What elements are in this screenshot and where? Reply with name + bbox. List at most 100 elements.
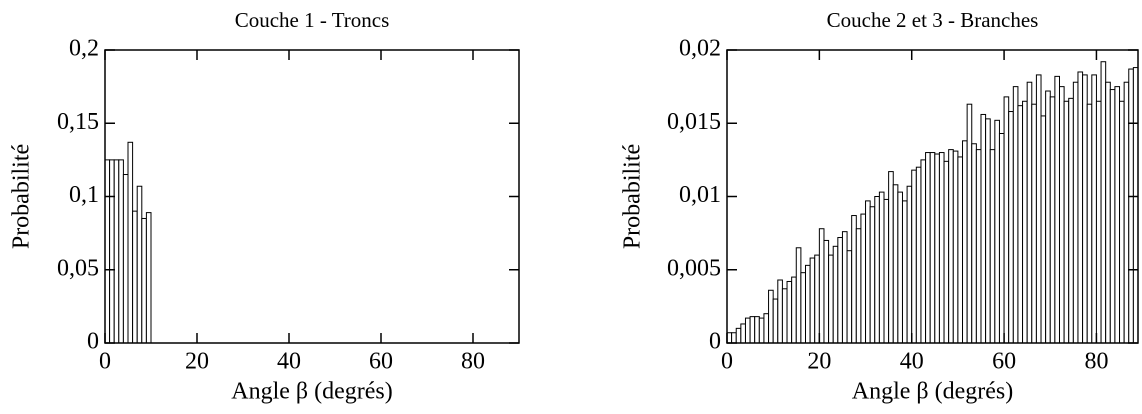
x-axis-label: Angle β (degrés)	[852, 379, 1013, 405]
bar	[998, 133, 1005, 344]
y-tick-label: 0,1	[69, 182, 99, 208]
bar	[966, 103, 973, 344]
x-tick-label: 60	[992, 349, 1016, 375]
bar	[1022, 100, 1028, 344]
bar	[906, 185, 913, 344]
y-tick-label: 0,2	[69, 36, 99, 62]
bar	[1095, 100, 1102, 344]
bar	[1119, 100, 1125, 344]
bar	[975, 149, 982, 344]
x-tick-label: 20	[807, 349, 831, 375]
bar	[837, 237, 843, 344]
bar	[892, 184, 899, 344]
bar	[846, 250, 853, 344]
x-tick-label: 80	[1084, 349, 1108, 375]
bar	[1100, 61, 1107, 344]
bar	[925, 152, 931, 344]
bar	[883, 198, 890, 344]
bar	[781, 288, 788, 344]
bar	[740, 323, 746, 344]
bar	[791, 276, 797, 344]
bar	[915, 166, 922, 344]
bar	[929, 152, 936, 344]
bar	[758, 317, 765, 344]
x-axis-label: Angle β (degrés)	[231, 379, 392, 405]
bar	[818, 228, 825, 344]
bar	[897, 191, 903, 344]
bar	[1017, 105, 1024, 344]
y-tick-label: 0	[87, 329, 99, 355]
bar	[948, 149, 954, 344]
y-tick-label: 0,005	[667, 255, 721, 281]
bar	[127, 141, 134, 344]
bar	[943, 160, 950, 344]
bar	[851, 215, 857, 344]
bar	[823, 239, 830, 344]
bar	[994, 119, 1000, 344]
bar	[901, 200, 908, 344]
bar	[122, 174, 129, 344]
bar	[1035, 74, 1042, 344]
bar	[971, 143, 977, 344]
bar	[731, 332, 737, 344]
bar	[1077, 71, 1084, 344]
bar	[888, 171, 894, 344]
bar	[772, 298, 779, 344]
bar	[1086, 103, 1093, 344]
bar	[1109, 89, 1116, 344]
y-axis-label: Probabilité	[620, 144, 646, 249]
bar	[735, 327, 742, 344]
x-tick-label: 80	[461, 349, 485, 375]
bar	[1045, 90, 1051, 344]
bar	[1105, 81, 1111, 344]
x-tick-label: 40	[277, 349, 301, 375]
y-tick-label: 0,05	[57, 255, 99, 281]
bar	[1012, 86, 1019, 344]
x-tick-label: 0	[99, 349, 111, 375]
bar	[1082, 74, 1088, 344]
bar	[832, 245, 839, 344]
bar	[800, 272, 807, 344]
bar	[1031, 103, 1037, 344]
bar	[962, 140, 968, 344]
bar	[911, 169, 917, 344]
bar	[768, 289, 774, 344]
x-tick-label: 60	[369, 349, 393, 375]
bar	[136, 185, 143, 344]
bar	[828, 254, 834, 344]
y-tick-label: 0	[709, 329, 721, 355]
bar	[795, 247, 802, 344]
bar	[814, 254, 820, 344]
plot-frame	[104, 49, 520, 344]
bar	[1049, 96, 1056, 344]
bar	[1054, 75, 1060, 344]
bar	[145, 212, 152, 344]
bar	[855, 228, 862, 344]
bar	[938, 152, 945, 344]
bar	[865, 200, 871, 344]
bar	[1026, 81, 1033, 344]
bar	[920, 159, 927, 344]
bar	[869, 206, 876, 344]
bar	[1072, 81, 1079, 344]
bar	[132, 210, 138, 344]
x-tick-label: 40	[900, 349, 924, 375]
bar	[1008, 111, 1014, 344]
bar	[952, 150, 959, 344]
bar	[957, 156, 964, 344]
bar	[1003, 96, 1010, 344]
bar	[934, 153, 940, 344]
bar	[118, 159, 124, 344]
bar	[1123, 81, 1130, 344]
bar	[1058, 86, 1065, 344]
bar	[1068, 97, 1074, 344]
bar	[786, 280, 793, 344]
bar	[109, 159, 115, 344]
bar	[1040, 115, 1047, 344]
bar	[1114, 86, 1121, 344]
bar	[841, 231, 848, 344]
bar	[1063, 100, 1070, 344]
chart-title: Couche 1 - Troncs	[235, 8, 390, 32]
bar	[744, 317, 751, 344]
